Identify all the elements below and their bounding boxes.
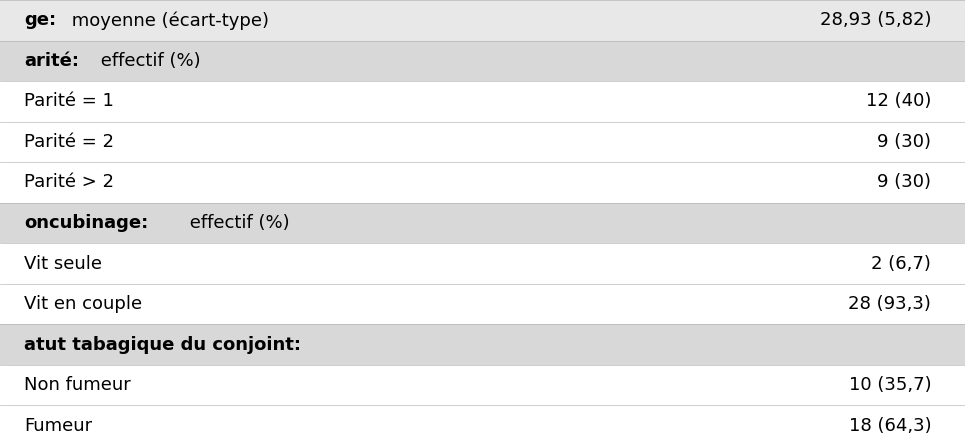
Bar — [0, 122, 965, 162]
Bar — [0, 324, 965, 365]
Text: 10 (35,7): 10 (35,7) — [848, 376, 931, 394]
Bar — [0, 284, 965, 324]
Text: Vit seule: Vit seule — [24, 255, 102, 273]
Text: Parité > 2: Parité > 2 — [24, 173, 114, 191]
Bar — [0, 41, 965, 81]
Text: Parité = 2: Parité = 2 — [24, 133, 114, 151]
Bar — [0, 162, 965, 203]
Text: 28,93 (5,82): 28,93 (5,82) — [819, 11, 931, 29]
Text: effectif (%): effectif (%) — [96, 52, 201, 70]
Bar — [0, 81, 965, 122]
Bar — [0, 365, 965, 405]
Text: Vit en couple: Vit en couple — [24, 295, 142, 313]
Text: ge:: ge: — [24, 11, 56, 29]
Text: 2 (6,7): 2 (6,7) — [871, 255, 931, 273]
Text: moyenne (écart-type): moyenne (écart-type) — [66, 11, 268, 29]
Text: 18 (64,3): 18 (64,3) — [848, 417, 931, 435]
Text: Fumeur: Fumeur — [24, 417, 93, 435]
Bar — [0, 405, 965, 446]
Text: 9 (30): 9 (30) — [877, 133, 931, 151]
Text: Parité = 1: Parité = 1 — [24, 92, 114, 110]
Text: atut tabagique du conjoint:: atut tabagique du conjoint: — [24, 336, 301, 354]
Text: arité:: arité: — [24, 52, 79, 70]
Bar — [0, 243, 965, 284]
Bar — [0, 203, 965, 243]
Text: 9 (30): 9 (30) — [877, 173, 931, 191]
Bar — [0, 0, 965, 41]
Text: 28 (93,3): 28 (93,3) — [848, 295, 931, 313]
Text: oncubinage:: oncubinage: — [24, 214, 149, 232]
Text: effectif (%): effectif (%) — [184, 214, 290, 232]
Text: Non fumeur: Non fumeur — [24, 376, 131, 394]
Text: 12 (40): 12 (40) — [866, 92, 931, 110]
